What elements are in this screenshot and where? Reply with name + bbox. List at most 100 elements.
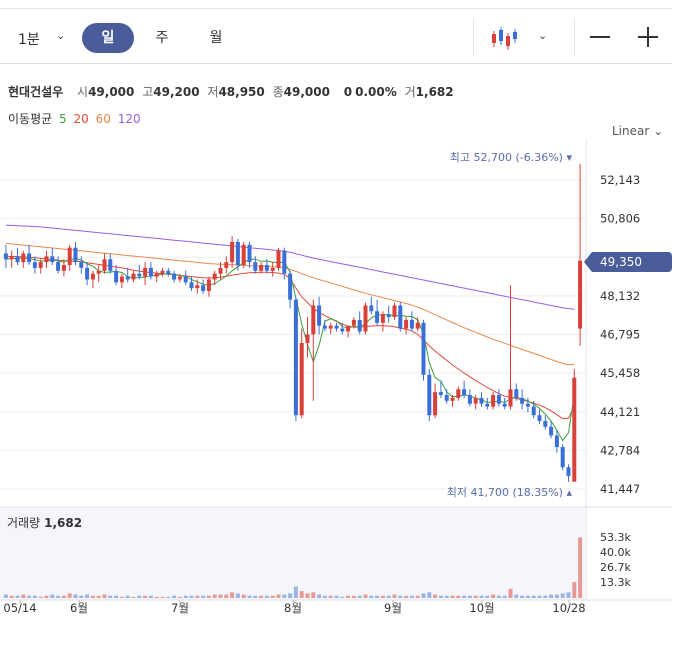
scale-select[interactable]: Linear ⌄ [612, 124, 664, 138]
volume-bar [456, 595, 461, 598]
volume-bar [189, 595, 194, 598]
volume-bar [21, 594, 26, 598]
volume-bar [137, 595, 142, 598]
candle-body [380, 314, 385, 323]
volume-bar [15, 595, 20, 598]
volume-bar [404, 595, 409, 598]
volume-bar [253, 595, 258, 598]
chevron-down-icon: ⌄ [653, 124, 664, 138]
volume-bar [90, 595, 95, 598]
volume-tick-label: 40.0k [600, 546, 631, 559]
candle-body [421, 322, 426, 375]
volume-bar [462, 595, 467, 598]
tab-month[interactable]: 월 [209, 30, 223, 46]
candle-body [61, 265, 66, 271]
volume-bar [102, 594, 107, 598]
zoom-in-icon[interactable] [638, 27, 658, 47]
candle-body [177, 276, 182, 280]
divider [574, 19, 575, 55]
candle-body [137, 273, 142, 277]
volume-bar [282, 594, 287, 598]
volume-bar [415, 595, 420, 598]
candle-body [485, 403, 490, 407]
y-tick-label: 52,143 [600, 173, 640, 187]
volume-bar [73, 594, 78, 598]
ma60-line [5, 242, 575, 366]
min-price-label: 최저 41,700 (18.35%) ▴ [447, 486, 573, 499]
candle-body [259, 265, 264, 271]
volume-bar [433, 594, 438, 598]
candle-body [247, 244, 252, 263]
volume-bar [38, 596, 43, 598]
volume-bar [543, 595, 548, 598]
volume-bar [218, 594, 223, 598]
volume-bar [450, 595, 455, 598]
volume-tick-label: 13.3k [600, 576, 631, 589]
candle-body [148, 267, 153, 277]
x-tick-label: 8월 [284, 601, 302, 615]
candle-body [450, 397, 455, 401]
volume-bar [334, 595, 339, 598]
volume-bar [56, 595, 61, 598]
volume-bar [108, 595, 113, 598]
low-value: 48,950 [218, 85, 265, 99]
candle-body [218, 267, 223, 274]
candle-body [27, 253, 32, 263]
candle-body [444, 395, 449, 401]
candle-body [119, 276, 124, 283]
candle-body [525, 403, 530, 407]
candle-body [322, 325, 327, 329]
candle-body [282, 250, 287, 274]
candle-body [131, 273, 136, 280]
candle-body [317, 305, 322, 326]
tab-day[interactable]: 일 [82, 23, 134, 53]
candle-body [56, 262, 61, 271]
zoom-out-icon[interactable] [590, 36, 610, 38]
ma-5: 5 [59, 112, 67, 126]
interval-select[interactable]: 1분 [18, 32, 40, 48]
volume-bar [154, 596, 159, 598]
candle-body [404, 319, 409, 329]
volume-bar [85, 594, 90, 598]
volume-bar [531, 595, 536, 598]
candle-body [554, 435, 559, 448]
candle-body [369, 305, 374, 312]
candle-body [386, 314, 391, 318]
volume-bar [96, 595, 101, 598]
candle-body [491, 395, 496, 407]
candle-body [38, 262, 43, 268]
volume-bar [322, 595, 327, 598]
volume-bar [375, 595, 380, 598]
close-value: 49,000 [283, 85, 330, 99]
candle-body [230, 241, 235, 263]
x-tick-label: 9월 [384, 601, 402, 615]
tab-week[interactable]: 주 [155, 30, 169, 46]
volume-bar [264, 595, 269, 598]
candle-body [125, 276, 130, 280]
candle-body [3, 253, 8, 260]
candlestick-icon[interactable] [490, 25, 520, 51]
volume-bar [148, 595, 153, 598]
candle-body [44, 256, 49, 263]
volume-bar [566, 592, 571, 598]
volume-bar [172, 595, 177, 598]
volume-bar [259, 595, 264, 598]
volume-bar [467, 595, 472, 598]
chevron-down-icon[interactable]: ⌄ [56, 29, 66, 42]
chart-type-chevron-icon[interactable]: ⌄ [538, 29, 548, 42]
candle-body [67, 247, 72, 266]
candle-body [143, 267, 148, 277]
volume-bar [363, 594, 368, 598]
volume-bar [177, 596, 182, 598]
volume-bar [119, 596, 124, 598]
candle-body [253, 262, 258, 271]
candle-body [305, 334, 310, 344]
volume-bar [328, 595, 333, 598]
volume-bar [508, 588, 513, 598]
candle-body [299, 343, 304, 416]
volume-bar [241, 594, 246, 598]
high-value: 49,200 [153, 85, 200, 99]
volume-bar [183, 595, 188, 598]
candle-body [334, 325, 339, 329]
